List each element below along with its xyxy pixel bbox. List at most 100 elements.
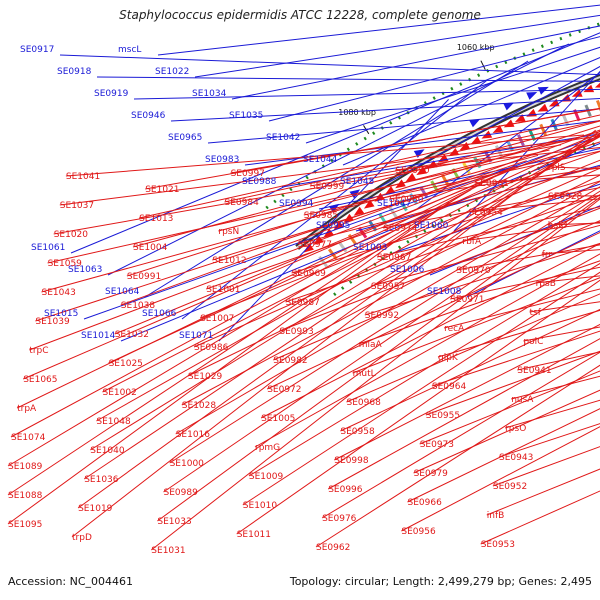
forward-leader-line — [194, 14, 600, 78]
reverse-leader-line — [529, 301, 600, 313]
cog-color-bar — [539, 123, 547, 136]
forward-leader-line — [157, 4, 600, 56]
forward-gene-label: SE1045 — [340, 177, 374, 187]
reverse-gene-label: mutL — [353, 369, 376, 379]
reverse-gene-label: SE1032 — [115, 330, 149, 340]
accession-text: Accession: NC_004461 — [8, 575, 134, 588]
reverse-gene-label: SE0976 — [322, 514, 357, 524]
forward-leader-line — [281, 133, 600, 188]
reverse-gene-label: SE0953 — [481, 540, 515, 550]
reverse-leader-line — [254, 253, 600, 448]
scale-tick-label: 1080 kbp — [338, 108, 376, 117]
reverse-gene-label: SE1005 — [261, 414, 295, 424]
reverse-leader-line — [321, 351, 600, 519]
reverse-gene-label: SE1019 — [78, 504, 113, 514]
reverse-gene-label: SE0997 — [231, 169, 265, 179]
reverse-leader-line — [443, 288, 600, 329]
reverse-gene-label: tsf — [530, 308, 542, 318]
forward-leader-line — [181, 79, 489, 320]
reverse-gene-label: SE0970 — [456, 266, 491, 276]
reverse-leader-line — [126, 125, 600, 277]
forward-gene-label: SE1006 — [390, 265, 425, 275]
reverse-gene-label: SE0979 — [414, 469, 449, 479]
reverse-gene-label: SE1095 — [8, 520, 42, 530]
forward-gene-label: SE1042 — [266, 133, 300, 143]
forward-gene-label: SE1008 — [427, 287, 462, 297]
reverse-gene-label: SE1000 — [170, 459, 205, 469]
reverse-leader-line — [212, 141, 600, 261]
reverse-leader-line — [346, 293, 600, 403]
reverse-gene-label: SE0954 — [469, 208, 504, 218]
reverse-gene-label: SE0991 — [127, 272, 161, 282]
reverse-leader-line — [327, 338, 600, 490]
topology-text: Topology: circular; Length: 2,499,279 bp… — [289, 575, 592, 588]
reverse-leader-line — [23, 171, 505, 380]
reverse-gene-label: SE1041 — [66, 172, 100, 182]
forward-gene-label: SE1061 — [31, 243, 65, 253]
forward-gene-label: SE0917 — [20, 45, 54, 55]
reverse-leader-line — [145, 107, 600, 190]
forward-gene-label: SE0946 — [131, 111, 166, 121]
reverse-gene-label: SE0996 — [328, 485, 363, 495]
reverse-gene-label: SE0999 — [310, 182, 345, 192]
reverse-leader-line — [279, 207, 600, 332]
reverse-gene-label: SE0974 — [383, 224, 418, 234]
reverse-gene-arrow — [353, 206, 365, 216]
reverse-gene-arrow — [416, 166, 427, 176]
reverse-leader-line — [315, 364, 600, 548]
reverse-leader-line — [47, 149, 550, 264]
reverse-gene-label: recA — [444, 324, 465, 334]
forward-gene-arrow — [469, 119, 481, 128]
reverse-gene-label: rpsN — [218, 227, 239, 237]
reverse-gene-label: SE0972 — [267, 385, 301, 395]
reverse-gene-label: rpmG — [255, 443, 280, 453]
reverse-leader-line — [7, 189, 472, 467]
reverse-gene-label: SE0968 — [347, 398, 382, 408]
reverse-leader-line — [358, 260, 600, 345]
reverse-gene-label: SE1029 — [188, 372, 223, 382]
reverse-leader-line — [431, 330, 600, 387]
reverse-gene-arrow — [492, 124, 504, 133]
reverse-gene-label: SE1039 — [35, 317, 70, 327]
reverse-gene-label: SE0957 — [371, 282, 405, 292]
reverse-leader-line — [376, 206, 600, 258]
reverse-leader-line — [199, 159, 600, 319]
reverse-leader-line — [120, 129, 600, 306]
reverse-gene-label: SE1016 — [176, 430, 211, 440]
reverse-gene-label: SE0943 — [499, 453, 533, 463]
reverse-gene-label: SE0971 — [450, 295, 484, 305]
reverse-leader-line — [65, 134, 585, 177]
reverse-leader-line — [175, 186, 600, 435]
reverse-gene-label: rbfA — [462, 237, 482, 247]
reverse-gene-label: SE0984 — [225, 198, 260, 208]
reverse-gene-label: SE0980 — [389, 195, 424, 205]
forward-leader-line — [96, 76, 600, 82]
reverse-gene-label: SE1004 — [133, 243, 168, 253]
scale-tick — [480, 60, 486, 70]
reverse-gene-label: SE1001 — [206, 285, 240, 295]
reverse-gene-label: SE1036 — [84, 475, 119, 485]
forward-leader-line — [133, 88, 600, 100]
reverse-gene-label: SE1028 — [182, 401, 217, 411]
cog-color-bar — [561, 113, 570, 127]
reverse-gene-label: SE1040 — [90, 446, 125, 456]
forward-gene-label: SE1015 — [44, 309, 78, 319]
reverse-gene-label: SE0955 — [426, 411, 460, 421]
reverse-gene-label: rpsB — [536, 279, 556, 289]
reverse-gene-label: SE0992 — [365, 311, 399, 321]
reverse-gene-label: frr — [542, 250, 553, 260]
forward-leader-line — [218, 99, 449, 342]
forward-leader-line — [466, 230, 600, 298]
reverse-gene-arrow — [405, 172, 417, 182]
forward-gene-label: mscL — [118, 45, 141, 55]
backbone-ring-highlight — [296, 76, 600, 249]
forward-gene-label: SE1047 — [377, 199, 411, 209]
forward-gene-label: SE0995 — [316, 221, 350, 231]
reverse-gene-label: SE0961 — [475, 179, 509, 189]
forward-leader-line — [170, 98, 600, 122]
reverse-gene-label: SE0973 — [420, 440, 454, 450]
reverse-leader-line — [7, 201, 450, 525]
reverse-gene-arrow — [594, 82, 600, 88]
reverse-leader-line — [138, 114, 600, 219]
